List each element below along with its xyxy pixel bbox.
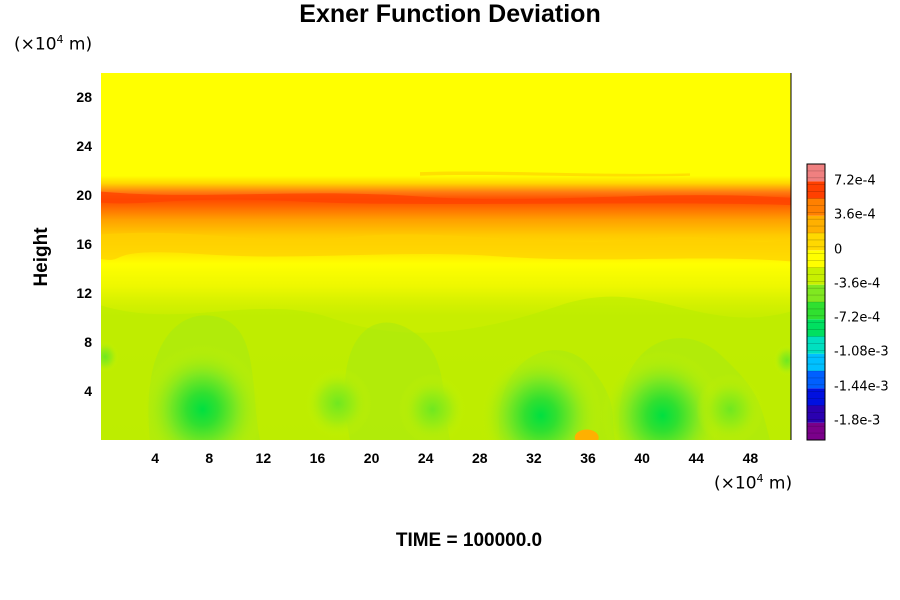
colorbar-tick-label: 7.2e-4 — [834, 173, 876, 189]
x-tick-label: 36 — [580, 450, 596, 466]
colorbar-tick-label: 0 — [834, 242, 843, 258]
y-axis-unit: (×104 m) — [14, 33, 93, 55]
colorbar-segment-14 — [807, 198, 825, 216]
colorbar-segment-1 — [807, 422, 825, 440]
band-positive — [101, 232, 791, 262]
chart-title: Exner Function Deviation — [299, 0, 601, 28]
colorbar-tick-label: -1.44e-3 — [834, 379, 889, 395]
colorbar-border — [806, 163, 826, 441]
colorbar-segment-16 — [807, 164, 825, 182]
y-tick-label: 12 — [76, 285, 92, 302]
x-tick-label: 16 — [309, 450, 326, 466]
colorbar-segment-8 — [807, 302, 825, 320]
x-tick-label: 32 — [526, 450, 542, 466]
y-tick-label: 16 — [76, 236, 92, 253]
colorbar-segment-2 — [807, 405, 825, 423]
x-tick-label: 12 — [255, 450, 272, 466]
colorbar-segment-10 — [807, 267, 825, 285]
colorbar-segment-9 — [807, 284, 825, 302]
x-tick-label: 44 — [688, 450, 705, 466]
y-tick-label: 28 — [76, 89, 92, 106]
y-tick-label: 20 — [76, 187, 92, 204]
x-axis-unit: (×104 m) — [714, 472, 793, 494]
colorbar-tick-label: -7.2e-4 — [834, 310, 881, 326]
x-tick-label: 24 — [417, 450, 434, 466]
x-tick-label: 40 — [634, 450, 650, 466]
y-tick-label: 4 — [84, 383, 92, 400]
heatmap-field — [101, 73, 791, 440]
colorbar-segment-3 — [807, 388, 825, 406]
edge-minimum-left — [101, 340, 120, 373]
x-tick-label: 4 — [151, 450, 160, 466]
x-tick-label: 48 — [742, 450, 759, 466]
colorbar-segment-13 — [807, 215, 825, 233]
x-tick-label: 20 — [363, 450, 380, 466]
colorbar-tick-label: -1.8e-3 — [834, 413, 881, 429]
colorbar-segment-15 — [807, 181, 825, 199]
colorbar-tick-label: -3.6e-4 — [834, 276, 881, 292]
band-upper-streak — [420, 171, 690, 177]
field-minimum-4 — [303, 367, 372, 439]
field-minimum-1 — [140, 344, 265, 440]
field-minimum-2 — [478, 350, 603, 440]
colorbar-segment-6 — [807, 336, 825, 354]
y-tick-label: 24 — [76, 138, 92, 155]
colorbar-segment-12 — [807, 233, 825, 251]
x-tick-label: 28 — [472, 450, 488, 466]
y-tick-label: 8 — [84, 334, 92, 351]
colorbar-segment-11 — [807, 250, 825, 268]
time-label: TIME = 100000.0 — [395, 530, 543, 551]
colorbar-tick-label: 3.6e-4 — [834, 207, 876, 223]
positive-spot-bottom — [574, 429, 599, 440]
field-minimum-3 — [600, 350, 725, 440]
field-minimum-5 — [696, 373, 765, 440]
band-strong-positive — [101, 191, 791, 206]
colorbar-tick-label: -1.08e-3 — [834, 344, 889, 360]
field-minimum-6 — [398, 373, 467, 440]
colorbar-segment-5 — [807, 353, 825, 371]
x-tick-label: 8 — [205, 450, 214, 466]
edge-minimum-right — [772, 344, 791, 377]
colorbar-segment-4 — [807, 371, 825, 389]
colorbar-segment-7 — [807, 319, 825, 337]
